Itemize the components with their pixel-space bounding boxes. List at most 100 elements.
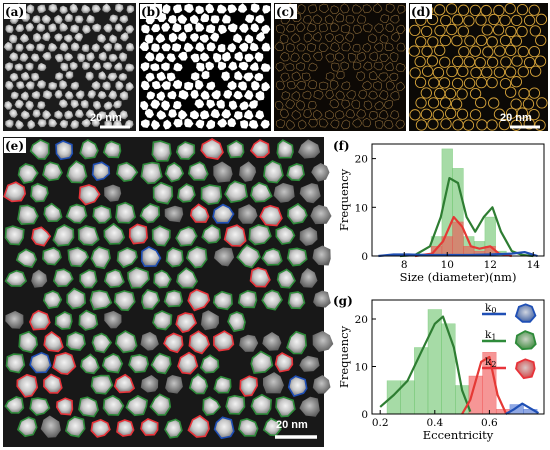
particle-k1 — [151, 140, 172, 162]
particle-mask — [163, 119, 172, 130]
particle — [19, 52, 29, 62]
particle-k1 — [175, 141, 196, 160]
particle-k2 — [29, 309, 51, 331]
particle — [70, 99, 79, 109]
particle-fit — [438, 77, 451, 89]
particle-k1 — [225, 394, 246, 415]
particle — [119, 110, 128, 120]
particle — [37, 119, 47, 128]
particle-k2 — [239, 375, 259, 397]
particle-k1 — [66, 160, 88, 184]
particle-fit — [510, 35, 523, 47]
particle-k1 — [150, 352, 172, 375]
particle-fit — [523, 118, 535, 130]
particle — [42, 109, 52, 120]
particle — [27, 119, 36, 130]
particle — [15, 119, 24, 130]
particle-fit — [432, 109, 444, 121]
particle-k1 — [139, 203, 161, 224]
particle-k1 — [127, 266, 150, 289]
particle-k1 — [125, 394, 148, 417]
particle-fit — [414, 76, 427, 89]
particle-outline — [374, 101, 384, 111]
particle-fit — [528, 87, 541, 99]
particle-fit — [492, 24, 505, 36]
particle-outlines-c — [274, 2, 406, 130]
particle-outline — [335, 13, 345, 23]
particle-k1 — [286, 247, 308, 267]
particle-k1 — [286, 163, 305, 182]
particle — [54, 72, 64, 81]
particle-k1 — [250, 350, 274, 374]
particle — [32, 15, 41, 24]
particle — [91, 43, 100, 52]
particle — [299, 268, 318, 288]
particle — [59, 119, 68, 129]
particle — [48, 3, 58, 13]
particle-outline — [319, 23, 329, 33]
particle-mask — [139, 41, 149, 51]
particle — [98, 111, 107, 120]
particle-fit — [440, 118, 452, 130]
particle-outline — [345, 108, 356, 119]
particle — [82, 61, 90, 70]
particle-k1 — [153, 269, 172, 289]
particle-fit — [464, 35, 476, 47]
legend-subscript: 0 — [491, 306, 496, 315]
particle-outline — [385, 3, 395, 13]
particle-outline — [296, 80, 306, 90]
particle-mask — [140, 62, 150, 72]
particle — [5, 119, 14, 128]
particle-fit — [529, 65, 542, 77]
legend-label-k1: k1 — [485, 329, 496, 342]
particle-k1 — [286, 330, 308, 355]
particle-fit — [528, 108, 540, 121]
particle — [14, 99, 24, 109]
x-tick-label: 8 — [401, 259, 408, 271]
particle-fit — [475, 34, 488, 46]
particle-fit — [426, 13, 439, 26]
particle-outline — [318, 42, 329, 53]
particle-k2 — [43, 331, 64, 353]
particle-mask — [254, 52, 264, 62]
particle — [81, 44, 90, 53]
particle-k1 — [115, 201, 136, 224]
particle-outline — [352, 43, 361, 53]
particle-outline — [329, 79, 339, 90]
particle-mask — [199, 34, 209, 43]
particle-k1 — [113, 290, 136, 312]
particle-k1 — [275, 225, 296, 245]
particle-mask — [200, 52, 210, 62]
particle-outline — [357, 51, 367, 62]
particle — [311, 163, 330, 182]
legend: k0 k1 k2 — [482, 302, 537, 380]
particle — [92, 61, 102, 71]
particle-k1 — [237, 289, 258, 309]
x-axis-label: Eccentricity — [423, 428, 494, 442]
particle-outline — [307, 100, 317, 110]
particle-outline — [385, 23, 395, 33]
eccentricity-histogram-g: 0.2 0.4 0.601020EccentricityFrequencyk0k1k… — [337, 299, 545, 442]
particle-outline — [303, 32, 313, 43]
particle-fit — [422, 65, 434, 77]
particle-mask — [156, 71, 167, 81]
particle-k1 — [103, 222, 126, 245]
particle-outline — [291, 110, 302, 120]
particle-outline — [313, 109, 323, 120]
particle-outline — [356, 14, 366, 24]
particle-fit — [488, 97, 500, 109]
particle-k1 — [18, 330, 39, 354]
particle — [21, 71, 30, 81]
particle-fit — [446, 23, 458, 36]
particle-outline — [286, 23, 296, 33]
particle-outline — [308, 62, 318, 72]
legend-label-k2: k2 — [485, 356, 496, 369]
panel-label-d: (d) — [411, 5, 431, 19]
particle-k1 — [116, 161, 139, 183]
particle-outline — [325, 53, 335, 63]
particle-outline — [291, 71, 302, 81]
particle — [108, 53, 118, 62]
particle — [92, 23, 102, 33]
particle-k1 — [141, 288, 161, 310]
particle-outline — [279, 51, 290, 62]
